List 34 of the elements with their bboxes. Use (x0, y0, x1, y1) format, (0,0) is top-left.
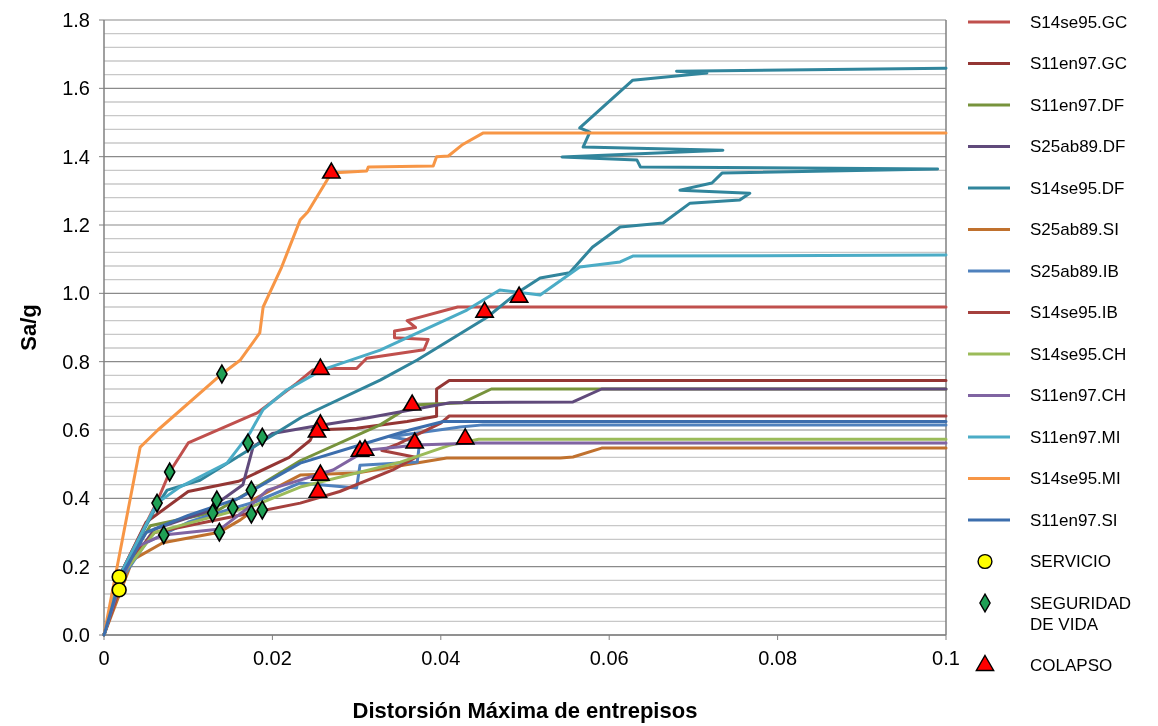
legend-label: S11en97.DF (1030, 95, 1125, 115)
y-tick-label: 0.4 (62, 487, 90, 510)
legend-label: S14se95.DF (1030, 178, 1125, 198)
y-tick-label: 1.6 (62, 77, 90, 100)
legend-label: COLAPSO (1030, 656, 1113, 676)
legend-label: S11en97.SI (1030, 510, 1118, 530)
x-tick-label: 0.02 (252, 647, 292, 669)
legend-label: S11en97.CH (1030, 386, 1127, 406)
legend-label: S14se95.MI (1030, 469, 1121, 489)
y-tick-label: 1.0 (62, 282, 90, 305)
x-tick-label: 0 (98, 647, 110, 669)
legend-label: S14se95.GC (1030, 12, 1128, 32)
y-tick-label: 0.2 (62, 555, 90, 578)
legend-label: S11en97.MI (1030, 427, 1121, 447)
y-axis-title: Sa/g (16, 304, 41, 351)
x-tick-label: 0.1 (932, 647, 960, 669)
x-tick-label: 0.04 (421, 647, 461, 669)
legend-label: S25ab89.IB (1030, 261, 1119, 281)
x-tick-label: 0.06 (589, 647, 629, 669)
x-axis-title: Distorsión Máxima de entrepisos (352, 698, 698, 723)
legend-label: S25ab89.SI (1030, 220, 1119, 240)
x-tick-label: 0.08 (758, 647, 798, 669)
y-tick-label: 0.0 (62, 624, 90, 646)
legend-label: SERVICIO (1030, 552, 1111, 572)
y-tick-label: 0.8 (62, 350, 90, 373)
y-tick-label: 0.6 (62, 419, 90, 441)
legend-label: S14se95.IB (1030, 303, 1118, 323)
legend-label: SEGURIDAD DE VIDA (1030, 593, 1132, 634)
legend-label: S11en97.GC (1030, 54, 1128, 74)
y-tick-label: 1.8 (62, 9, 90, 31)
y-tick-label: 1.2 (62, 214, 90, 236)
y-tick-label: 1.4 (62, 145, 90, 168)
legend-label: S25ab89.DF (1030, 137, 1126, 157)
legend-label: S14se95.CH (1030, 344, 1127, 364)
